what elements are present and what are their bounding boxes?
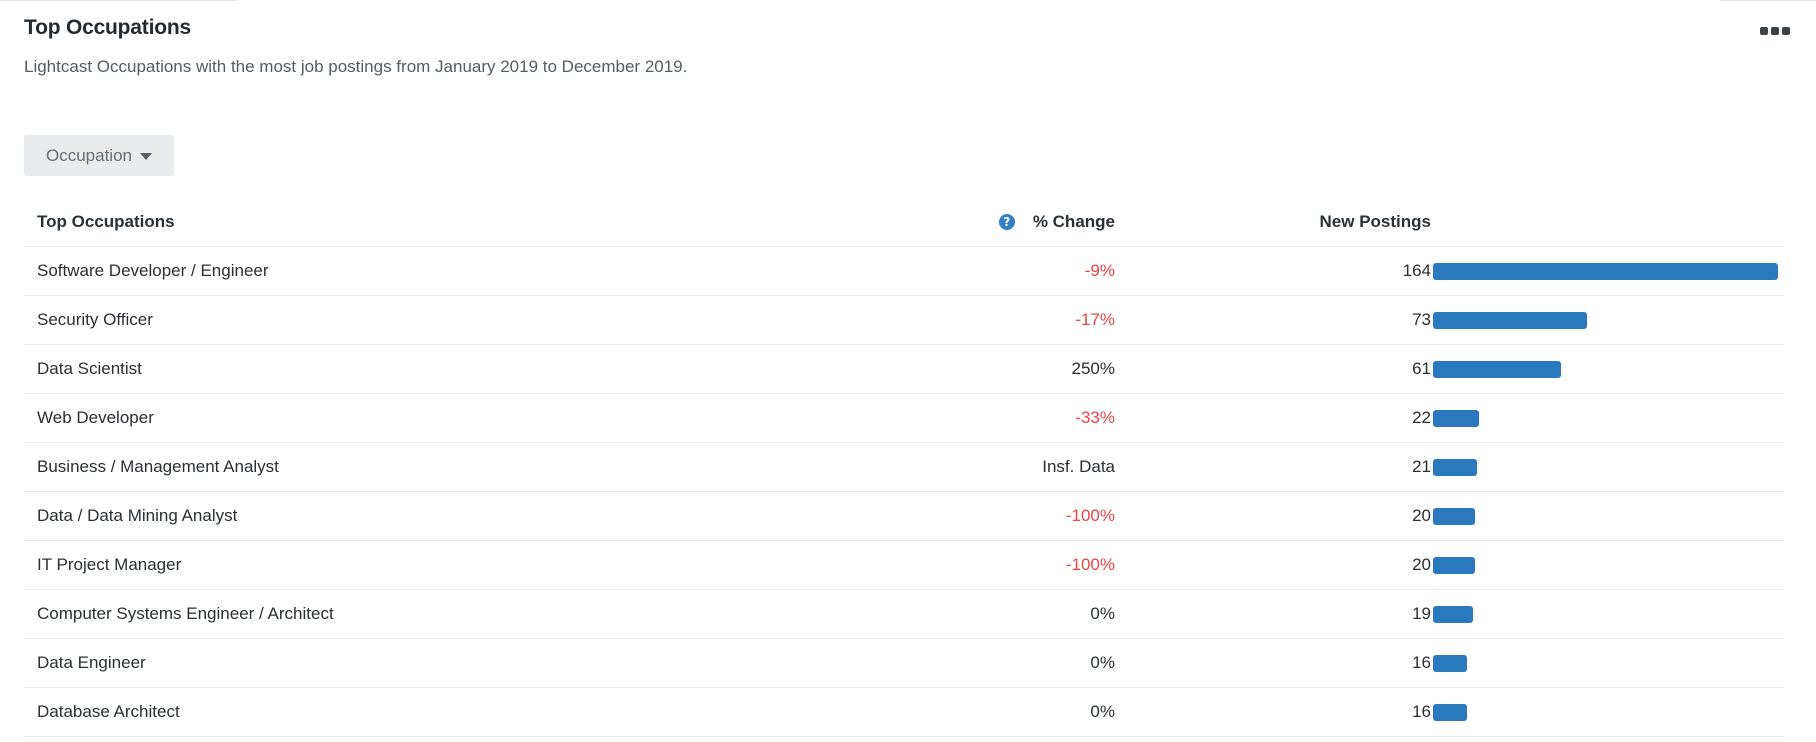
more-dot (1760, 27, 1768, 35)
more-dot (1771, 27, 1779, 35)
new-postings: 21 (1412, 457, 1431, 476)
postings-bar (1433, 556, 1475, 574)
top-edge-right (1720, 0, 1816, 4)
table-row: Web Developer -33% 22 (24, 394, 1784, 443)
table-row: Database Architect 0% 16 (24, 688, 1784, 737)
postings-bar-cell (1433, 345, 1778, 393)
table-row: Data Scientist 250% 61 (24, 345, 1784, 394)
postings-bar-cell (1433, 639, 1778, 687)
new-postings: 16 (1412, 653, 1431, 672)
postings-bar-cell (1433, 492, 1778, 540)
new-postings: 164 (1402, 261, 1431, 280)
postings-bar (1433, 262, 1778, 280)
occupation-name: Computer Systems Engineer / Architect (37, 604, 334, 623)
table-row: Software Developer / Engineer -9% 164 (24, 247, 1784, 296)
table-body: Software Developer / Engineer -9% 164 Secur… (24, 247, 1784, 737)
occupation-name: Data / Data Mining Analyst (37, 506, 238, 525)
occupation-name: IT Project Manager (37, 555, 182, 574)
header-change: ? % Change (724, 197, 1115, 246)
more-dot (1782, 27, 1790, 35)
card-title: Top Occupations (24, 16, 191, 39)
postings-bar (1433, 409, 1479, 427)
postings-bar (1433, 703, 1467, 721)
table-row: Data Engineer 0% 16 (24, 639, 1784, 688)
occupations-table: Top Occupations ? % Change New Postings … (24, 197, 1784, 737)
card-subtitle: Lightcast Occupations with the most job … (24, 57, 688, 76)
dropdown-label: Occupation (46, 145, 132, 165)
postings-bar (1433, 458, 1477, 476)
occupation-name: Data Scientist (37, 359, 142, 378)
percent-change: 0% (1090, 604, 1115, 623)
header-change-label: % Change (1032, 211, 1115, 231)
header-occupation: Top Occupations (37, 211, 175, 231)
postings-bar (1433, 311, 1587, 329)
percent-change: -9% (1084, 261, 1115, 280)
new-postings: 73 (1412, 310, 1431, 329)
postings-bar-cell (1433, 541, 1778, 589)
percent-change: -33% (1075, 408, 1115, 427)
postings-bar-cell (1433, 590, 1778, 638)
postings-bar-cell (1433, 394, 1778, 442)
postings-bar (1433, 654, 1467, 672)
percent-change: 0% (1090, 653, 1115, 672)
more-options-icon[interactable] (1758, 22, 1792, 40)
percent-change: 250% (1071, 359, 1115, 378)
postings-bar-cell (1433, 247, 1778, 295)
percent-change: -17% (1075, 310, 1115, 329)
occupation-name: Software Developer / Engineer (37, 261, 269, 280)
new-postings: 22 (1412, 408, 1431, 427)
top-edge-left (0, 0, 236, 4)
postings-bar-cell (1433, 296, 1778, 344)
table-row: Data / Data Mining Analyst -100% 20 (24, 492, 1784, 541)
postings-bar (1433, 605, 1473, 623)
new-postings: 19 (1412, 604, 1431, 623)
table-row: Business / Management Analyst Insf. Data 2… (24, 443, 1784, 492)
percent-change: -100% (1065, 555, 1115, 574)
percent-change: Insf. Data (1042, 457, 1115, 476)
table-row: Computer Systems Engineer / Architect 0% 1… (24, 590, 1784, 639)
table-row: Security Officer -17% 73 (24, 296, 1784, 345)
new-postings: 20 (1412, 506, 1431, 525)
header-postings: New Postings (1319, 211, 1431, 231)
occupation-name: Web Developer (37, 408, 154, 427)
caret-down-icon (140, 153, 152, 160)
occupation-name: Business / Management Analyst (37, 457, 279, 476)
table-header: Top Occupations ? % Change New Postings (24, 197, 1784, 247)
help-icon[interactable]: ? (998, 213, 1015, 230)
percent-change: 0% (1090, 702, 1115, 721)
occupation-filter-dropdown[interactable]: Occupation (24, 135, 174, 176)
occupation-name: Security Officer (37, 310, 153, 329)
new-postings: 61 (1412, 359, 1431, 378)
postings-bar-cell (1433, 688, 1778, 736)
table-row: IT Project Manager -100% 20 (24, 541, 1784, 590)
new-postings: 20 (1412, 555, 1431, 574)
new-postings: 16 (1412, 702, 1431, 721)
postings-bar (1433, 360, 1561, 378)
postings-bar-cell (1433, 443, 1778, 491)
occupation-name: Database Architect (37, 702, 180, 721)
postings-bar (1433, 507, 1475, 525)
percent-change: -100% (1065, 506, 1115, 525)
occupation-name: Data Engineer (37, 653, 146, 672)
